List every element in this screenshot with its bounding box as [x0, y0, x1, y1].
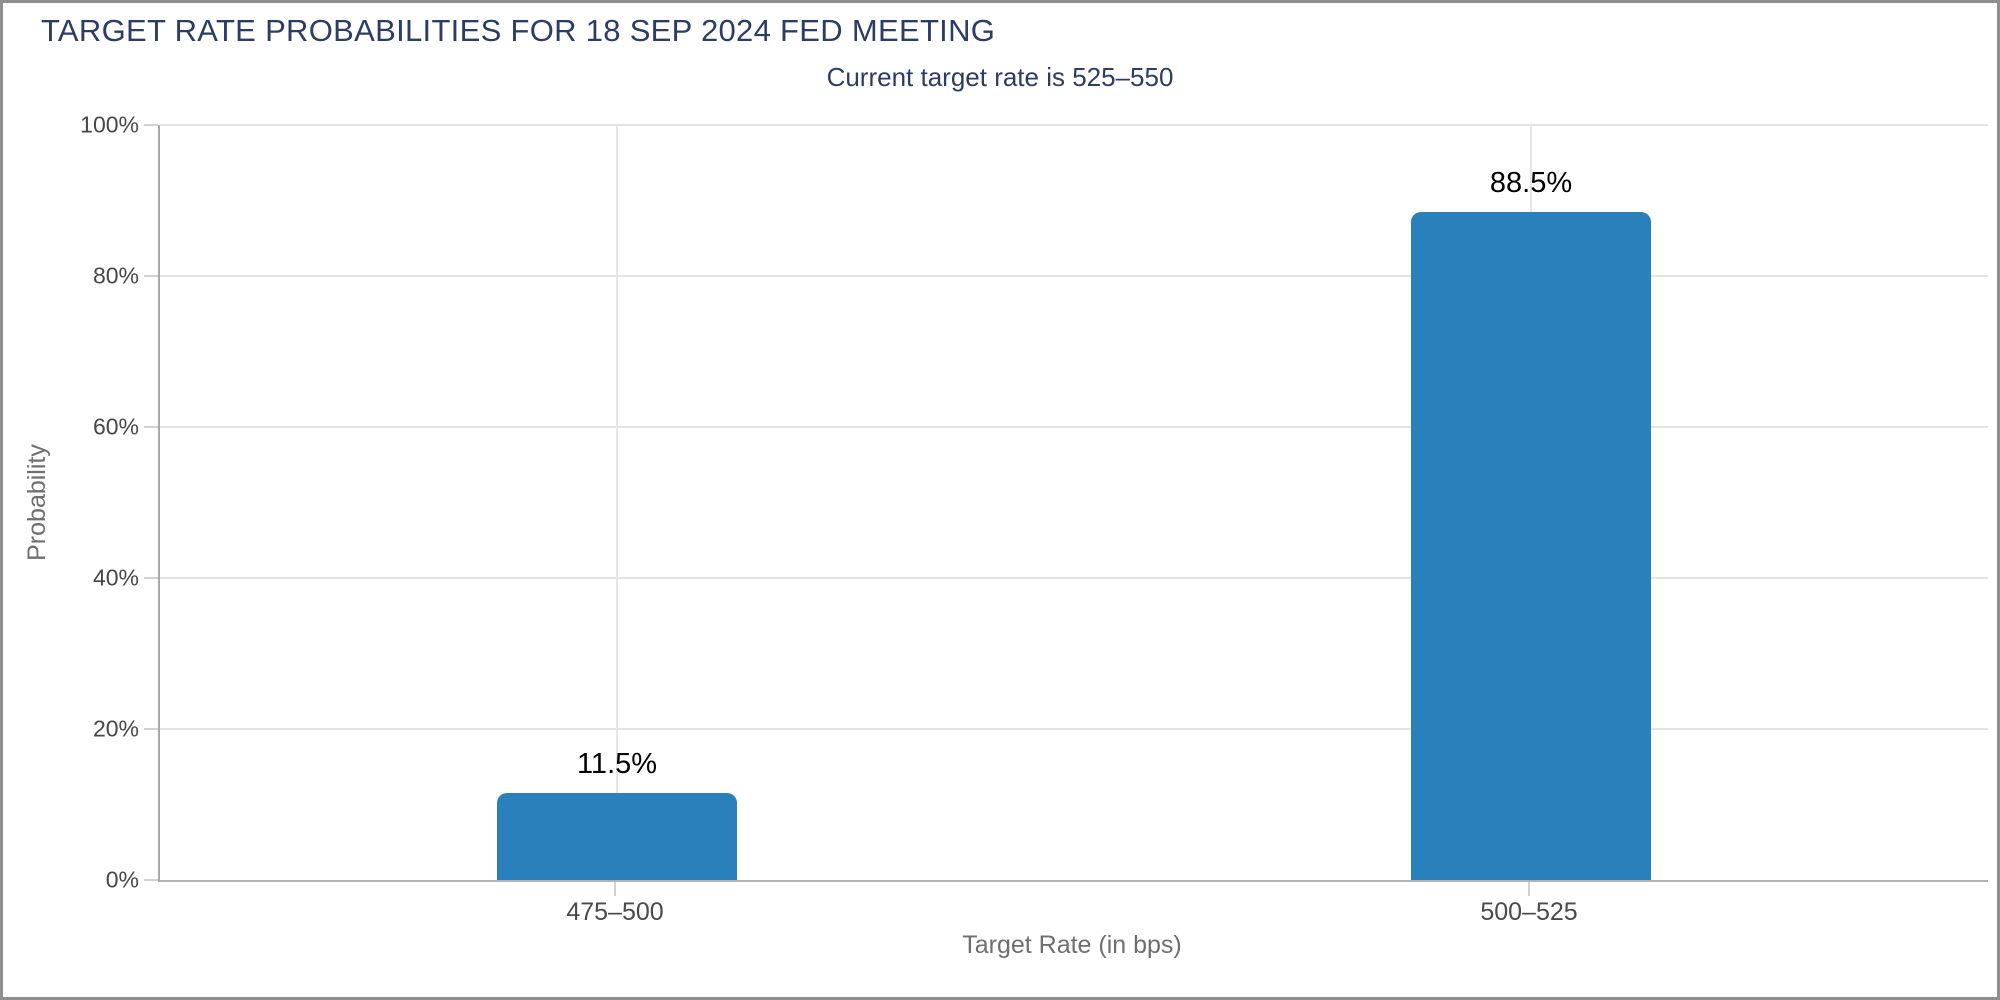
- y-axis-tick: [144, 879, 158, 881]
- category-gridline: [616, 125, 618, 880]
- x-axis-tick-area: 475–500 500–525: [158, 882, 1986, 942]
- y-axis-tick: [144, 426, 158, 428]
- y-tick-label: 0%: [105, 866, 139, 893]
- chart-subtitle: Current target rate is 525–550: [826, 62, 1174, 92]
- y-axis-tick: [144, 577, 158, 579]
- x-category-label: 500–525: [1480, 898, 1578, 926]
- bar-value-label: 88.5%: [1489, 166, 1573, 199]
- x-axis-tick: [614, 882, 616, 896]
- x-axis-title: Target Rate (in bps): [962, 931, 1182, 959]
- plot-area: 11.5% 88.5%: [144, 124, 1988, 882]
- y-axis-tick: [144, 124, 158, 126]
- y-gridline: [160, 577, 1988, 579]
- y-axis-tick-labels: 0% 20% 40% 60% 80% 100%: [3, 112, 143, 893]
- y-gridline: [160, 728, 1988, 730]
- x-category-label: 475–500: [566, 898, 664, 926]
- y-gridline: [160, 124, 1988, 126]
- y-tick-label: 40%: [92, 564, 139, 591]
- y-axis-tick: [144, 728, 158, 730]
- y-gridline: [160, 275, 1988, 277]
- probability-bar: [1411, 211, 1651, 880]
- y-tick-label: 20%: [92, 715, 139, 742]
- y-tick-label: 60%: [92, 413, 139, 440]
- x-axis-tick: [1528, 882, 1530, 896]
- bar-value-label: 11.5%: [576, 748, 658, 781]
- chart-title: TARGET RATE PROBABILITIES FOR 18 SEP 202…: [41, 13, 996, 48]
- y-tick-label: 80%: [92, 262, 139, 289]
- probability-bar: [497, 793, 737, 880]
- y-axis-tick: [144, 275, 158, 277]
- y-tick-label: 100%: [80, 111, 139, 138]
- y-gridline: [160, 426, 1988, 428]
